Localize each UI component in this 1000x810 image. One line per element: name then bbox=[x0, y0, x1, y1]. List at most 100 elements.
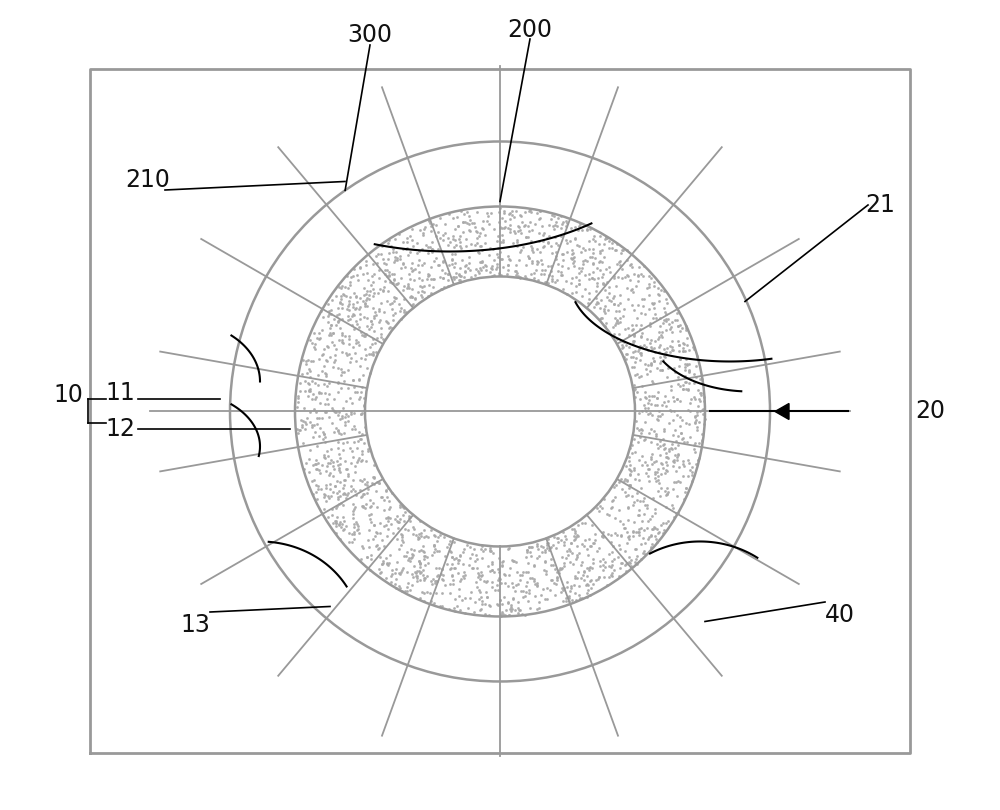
Point bbox=[643, 333, 659, 346]
Point bbox=[415, 563, 431, 576]
Point bbox=[345, 511, 361, 524]
Point bbox=[448, 239, 464, 252]
Point bbox=[355, 499, 371, 512]
Point bbox=[479, 215, 495, 228]
Point bbox=[515, 241, 531, 254]
Point bbox=[375, 284, 391, 297]
Point bbox=[387, 232, 403, 245]
Point bbox=[296, 402, 312, 415]
Point bbox=[659, 342, 675, 355]
Point bbox=[331, 280, 347, 293]
Point bbox=[543, 573, 559, 586]
Point bbox=[351, 373, 367, 386]
Point bbox=[529, 603, 545, 616]
Point bbox=[456, 565, 472, 578]
Point bbox=[296, 463, 312, 476]
Point bbox=[677, 369, 693, 382]
Point bbox=[346, 262, 362, 275]
Point bbox=[524, 244, 540, 257]
Point bbox=[609, 258, 625, 271]
Point bbox=[477, 258, 493, 271]
Point bbox=[340, 381, 356, 394]
Point bbox=[342, 355, 358, 368]
Point bbox=[405, 527, 421, 540]
Point bbox=[543, 553, 559, 566]
Point bbox=[604, 494, 620, 507]
Point bbox=[348, 516, 364, 529]
Point bbox=[347, 466, 363, 479]
Point bbox=[671, 338, 687, 351]
Point bbox=[365, 471, 381, 484]
Point bbox=[477, 237, 493, 249]
Point bbox=[385, 242, 401, 255]
Point bbox=[330, 386, 346, 399]
Point bbox=[361, 288, 377, 301]
Point bbox=[529, 551, 545, 564]
Point bbox=[622, 556, 638, 569]
Point bbox=[692, 373, 708, 386]
Point bbox=[627, 446, 643, 458]
Point bbox=[431, 544, 447, 557]
Point bbox=[577, 283, 593, 296]
Point bbox=[329, 499, 345, 512]
Point bbox=[652, 356, 668, 369]
Point bbox=[479, 207, 495, 220]
Point bbox=[368, 484, 384, 497]
Point bbox=[544, 269, 560, 282]
Point bbox=[646, 355, 662, 368]
Point bbox=[386, 272, 402, 285]
Point bbox=[316, 488, 332, 501]
Point bbox=[515, 591, 531, 604]
Point bbox=[428, 561, 444, 574]
Point bbox=[536, 268, 552, 281]
Point bbox=[567, 232, 583, 245]
Point bbox=[380, 510, 396, 523]
Point bbox=[638, 392, 654, 405]
Point bbox=[577, 244, 593, 257]
Point bbox=[582, 561, 598, 573]
Point bbox=[359, 475, 375, 488]
Point bbox=[657, 350, 673, 363]
Point bbox=[638, 362, 654, 375]
Point bbox=[659, 488, 675, 501]
Point bbox=[681, 364, 697, 377]
Point bbox=[371, 476, 387, 489]
Point bbox=[403, 261, 419, 274]
Point bbox=[600, 527, 616, 540]
Point bbox=[533, 267, 549, 280]
Point bbox=[683, 392, 699, 405]
Point bbox=[541, 229, 557, 242]
Point bbox=[588, 573, 604, 586]
Point bbox=[421, 279, 437, 292]
Point bbox=[537, 592, 553, 605]
Point bbox=[568, 593, 584, 606]
Point bbox=[341, 294, 357, 307]
Point bbox=[434, 599, 450, 612]
Point bbox=[658, 463, 674, 476]
Point bbox=[292, 377, 308, 390]
Point bbox=[482, 542, 498, 555]
Point bbox=[354, 539, 370, 552]
Point bbox=[651, 294, 667, 307]
Point bbox=[455, 215, 471, 228]
Point bbox=[307, 426, 323, 439]
Point bbox=[360, 274, 376, 287]
Point bbox=[641, 281, 657, 294]
Point bbox=[442, 578, 458, 590]
Point bbox=[663, 442, 679, 455]
Point bbox=[618, 460, 634, 473]
Point bbox=[644, 297, 660, 310]
Point bbox=[395, 235, 411, 248]
Point bbox=[377, 264, 393, 277]
Point bbox=[331, 334, 347, 347]
Point bbox=[322, 483, 338, 496]
Point bbox=[336, 473, 352, 486]
Point bbox=[650, 332, 666, 345]
Point bbox=[333, 362, 349, 375]
Point bbox=[354, 454, 370, 467]
Point bbox=[640, 463, 656, 475]
Point bbox=[646, 279, 662, 292]
Point bbox=[590, 572, 606, 585]
Point bbox=[675, 345, 691, 358]
Point bbox=[374, 490, 390, 503]
